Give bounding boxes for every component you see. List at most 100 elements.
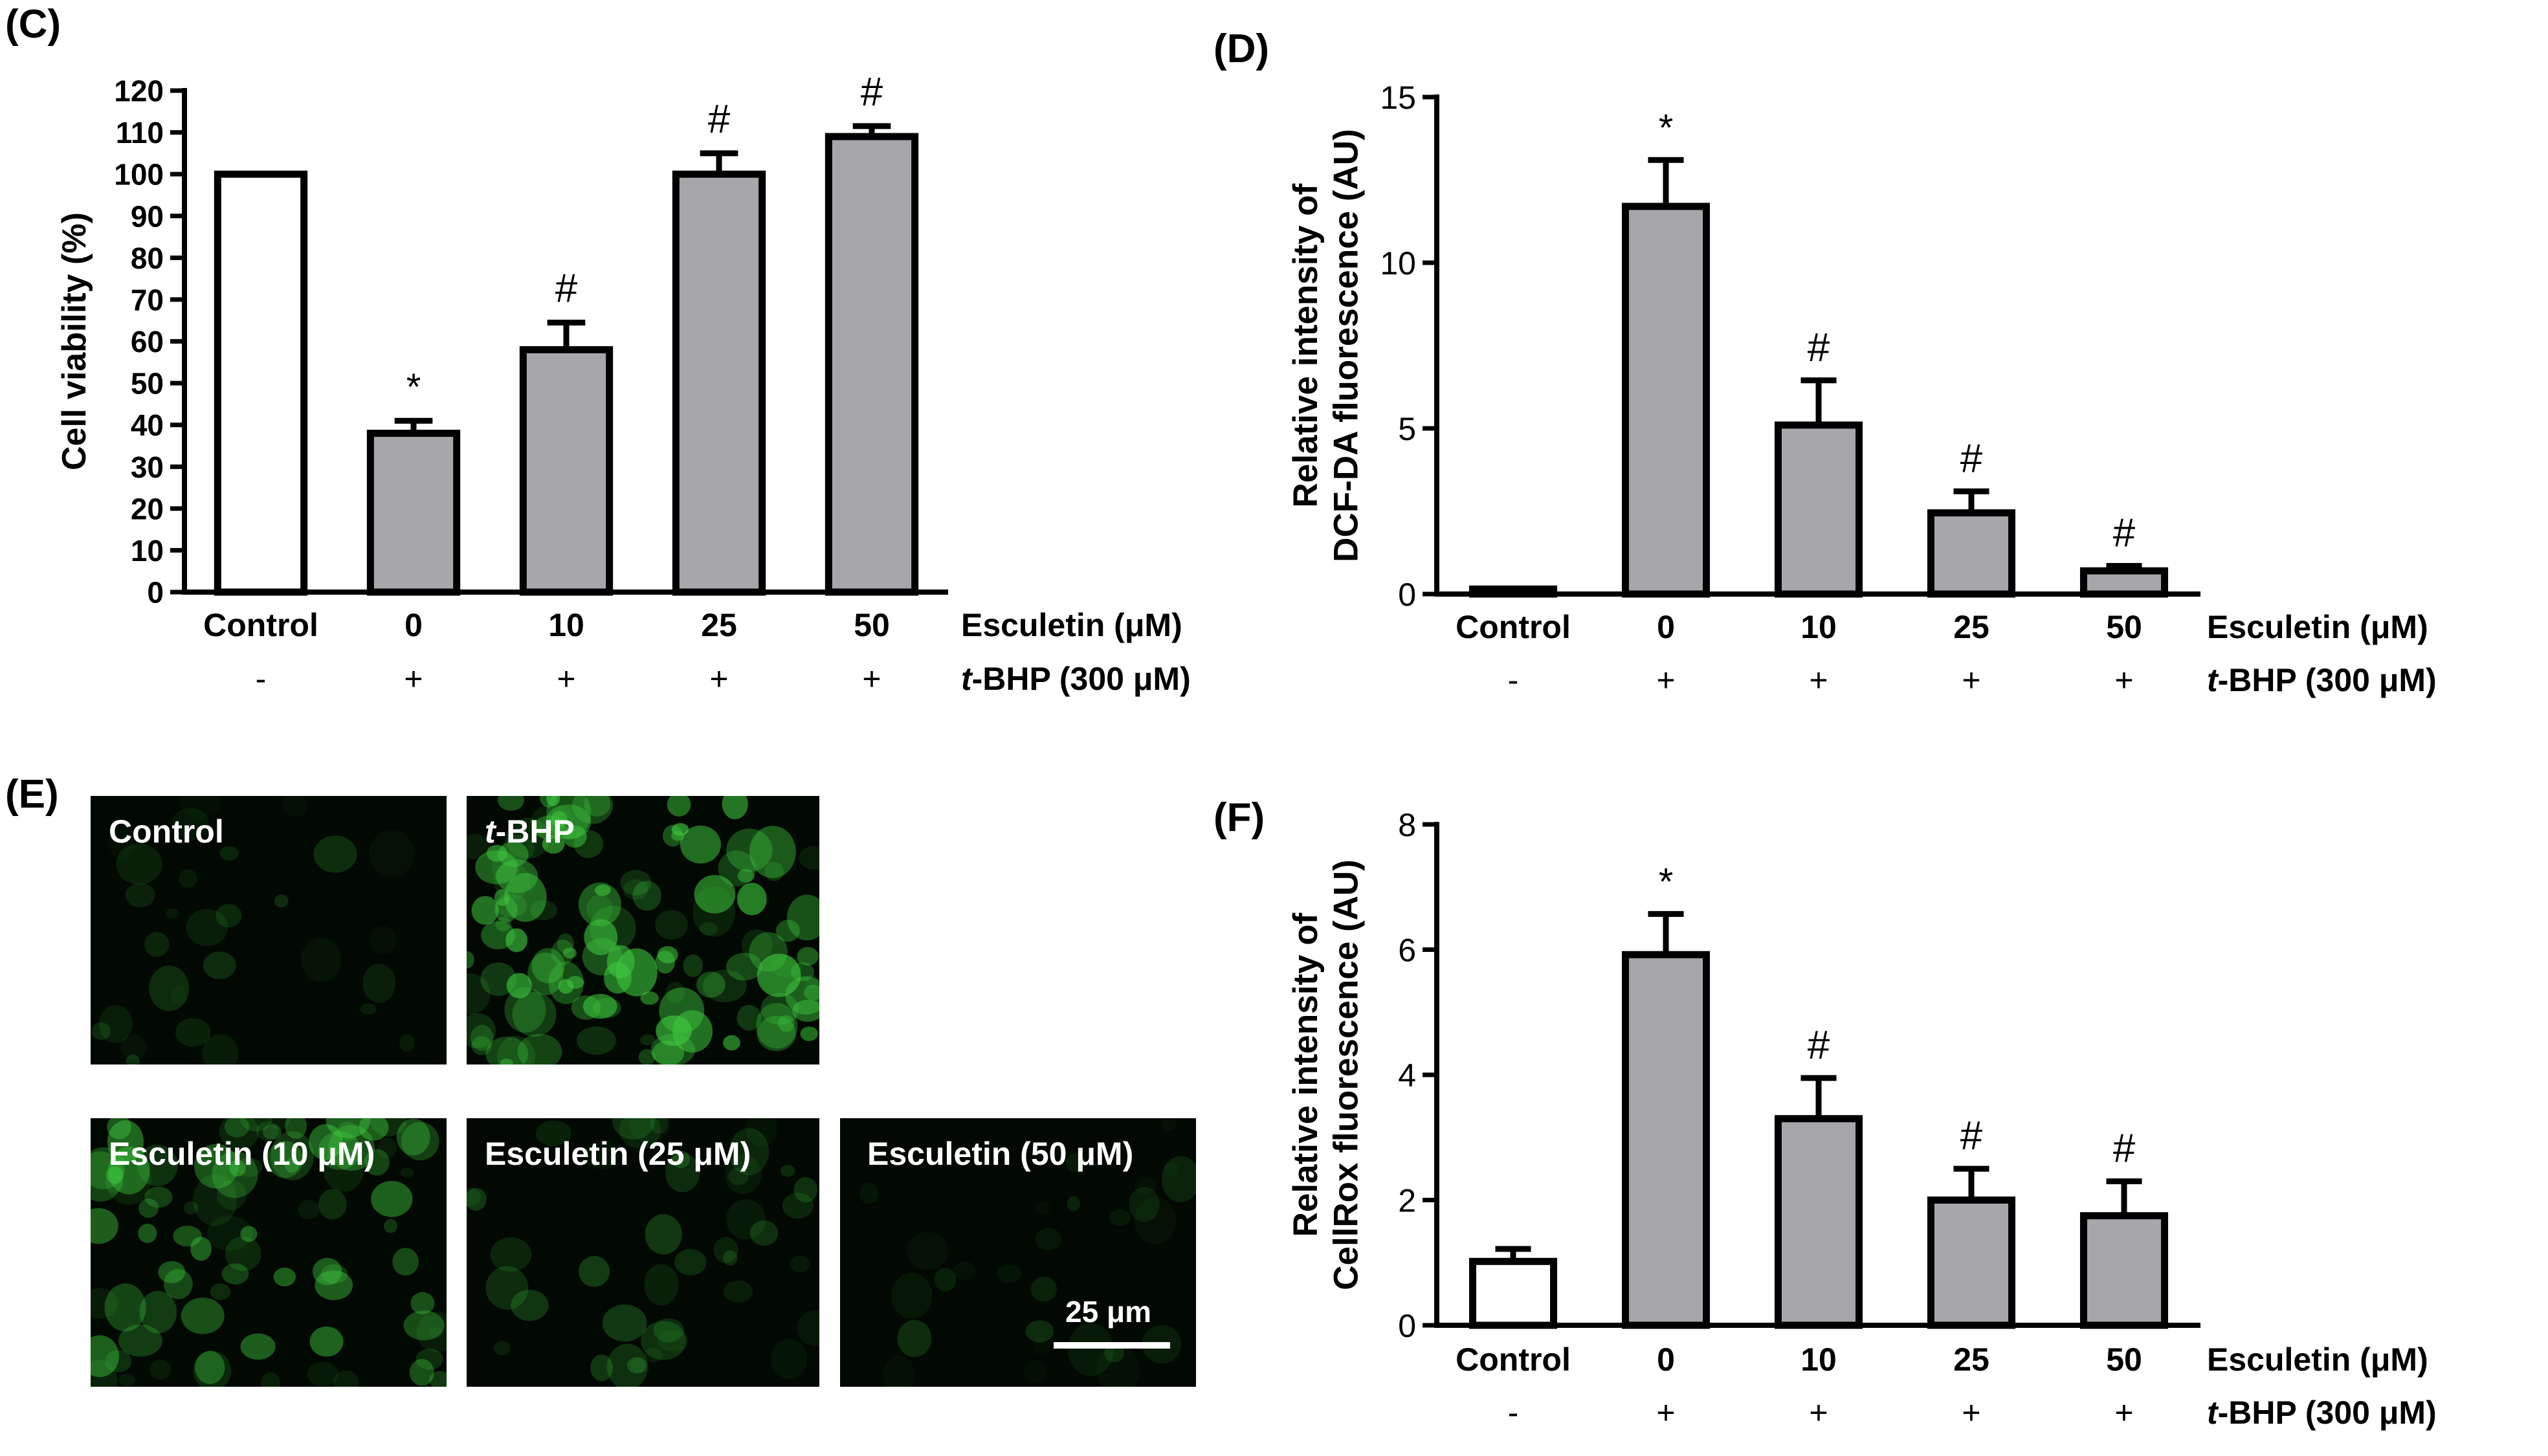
category-label: 0: [1657, 609, 1675, 645]
y-tick-label: 50: [131, 367, 164, 401]
fluorescent-cell: [495, 916, 511, 932]
fluorescent-cell: [859, 1182, 878, 1204]
fluorescent-cell: [126, 1054, 140, 1064]
fluorescent-cell: [725, 1154, 762, 1195]
fluorescent-cell: [1161, 1156, 1196, 1202]
y-tick-label: 70: [131, 283, 164, 316]
fluorescent-cell: [399, 1034, 415, 1052]
fluorescent-cell: [360, 1003, 377, 1015]
treatment-sign: +: [1656, 662, 1675, 698]
fluorescent-cell: [726, 953, 763, 981]
fluorescent-cell: [777, 1015, 795, 1032]
fluorescent-cell: [138, 1224, 157, 1243]
treatment-sign: -: [1508, 662, 1519, 698]
bar: [1927, 509, 2016, 598]
bar: [214, 170, 308, 596]
fluorescent-cell: [139, 1290, 177, 1334]
fluorescent-cell: [496, 859, 538, 894]
fluorescent-cell: [630, 1358, 648, 1373]
fluorescent-cell: [262, 1124, 282, 1140]
fluorescent-cell: [467, 1187, 487, 1211]
fluorescent-cell: [793, 1176, 818, 1203]
row-label-italic: t: [2207, 662, 2219, 698]
fluorescent-cell: [1025, 1320, 1054, 1343]
fluorescent-cell: [309, 1124, 343, 1161]
fluorescent-cell: [186, 909, 228, 946]
y-tick-label: 80: [131, 241, 164, 275]
fluorescent-cell: [98, 1005, 133, 1043]
treatment-sign: +: [1962, 1395, 1980, 1431]
fluorescent-cell: [285, 1118, 307, 1140]
fluorescent-cell: [506, 973, 532, 998]
fluorescent-cell: [274, 894, 289, 908]
row-label-italic: t: [961, 661, 973, 697]
fluorescent-cell: [416, 1312, 447, 1352]
treatment-sign: +: [1809, 1395, 1828, 1431]
fluorescent-cell: [91, 1022, 111, 1041]
fluorescent-cell: [542, 834, 565, 854]
fluorescent-cell: [149, 965, 190, 1011]
bar: [1774, 1115, 1863, 1329]
y-tick-label: 60: [131, 325, 164, 358]
fluorescent-cell: [210, 1283, 231, 1300]
micrograph-control: Control: [91, 796, 447, 1064]
fluorescent-cell: [219, 1118, 260, 1150]
fluorescent-cell: [671, 1150, 691, 1168]
panel-label-f: (F): [1213, 795, 1265, 840]
fluorescent-cell: [323, 1146, 364, 1192]
y-tick-label: 10: [1380, 245, 1416, 281]
fluorescent-cell: [497, 1035, 536, 1064]
category-label: Control: [203, 607, 318, 643]
y-tick-label: 0: [1398, 577, 1416, 613]
fluorescent-cell: [107, 1118, 131, 1140]
fluorescent-cell: [551, 939, 575, 965]
fluorescent-cell: [638, 1049, 656, 1064]
fluorescent-cell: [403, 1310, 445, 1341]
fluorescent-cell: [105, 1155, 152, 1206]
fluorescent-cells: [467, 796, 819, 1064]
fluorescent-cell: [512, 992, 557, 1037]
fluorescent-cell: [475, 850, 518, 885]
fluorescent-cell: [217, 1180, 247, 1210]
fluorescent-cell: [657, 1330, 689, 1352]
fluorescent-cell: [498, 796, 524, 811]
y-tick-label: 20: [131, 492, 164, 525]
y-tick-label: 40: [131, 408, 164, 442]
fluorescent-cell: [656, 1015, 692, 1046]
fluorescent-cell: [723, 1250, 738, 1266]
row-label-tbhp: t-BHP (300 μM): [2207, 662, 2437, 698]
fluorescent-cell: [91, 1360, 118, 1387]
fluorescent-cell: [771, 955, 802, 978]
y-tick-label: 30: [131, 450, 164, 484]
fluorescent-cell: [105, 1166, 124, 1184]
fluorescent-cell: [158, 1261, 186, 1283]
fluorescent-cell: [312, 1257, 342, 1286]
treatment-sign: +: [862, 661, 881, 697]
fluorescent-cell: [415, 1349, 443, 1370]
fluorescent-cell: [737, 883, 767, 916]
fluorescent-cell: [726, 828, 773, 872]
fluorescent-cell: [150, 1360, 172, 1380]
fluorescent-cell: [674, 1249, 707, 1276]
bar: [2079, 567, 2169, 598]
fluorescent-cell: [804, 974, 818, 989]
fluorescent-cell: [219, 846, 239, 861]
fluorescent-cell: [718, 850, 756, 887]
fluorescent-cell: [546, 804, 592, 840]
bar: [825, 133, 919, 596]
fluorescent-cell: [173, 1225, 202, 1247]
fluorescent-cell: [699, 921, 718, 936]
fluorescent-cell: [502, 835, 535, 862]
fluorescent-cell: [578, 882, 621, 927]
fluorescent-cell: [224, 1118, 250, 1138]
fluorescent-cell: [225, 1236, 261, 1272]
fluorescent-cell: [181, 1297, 225, 1334]
fluorescent-cell: [318, 1131, 362, 1170]
fluorescent-cell: [1035, 1228, 1062, 1251]
fluorescent-cells: [467, 1118, 819, 1387]
fluorescent-cell: [934, 1267, 957, 1292]
fluorescent-cell: [680, 825, 722, 864]
fluorescent-cell: [471, 896, 499, 925]
fluorescent-cell: [799, 846, 819, 870]
